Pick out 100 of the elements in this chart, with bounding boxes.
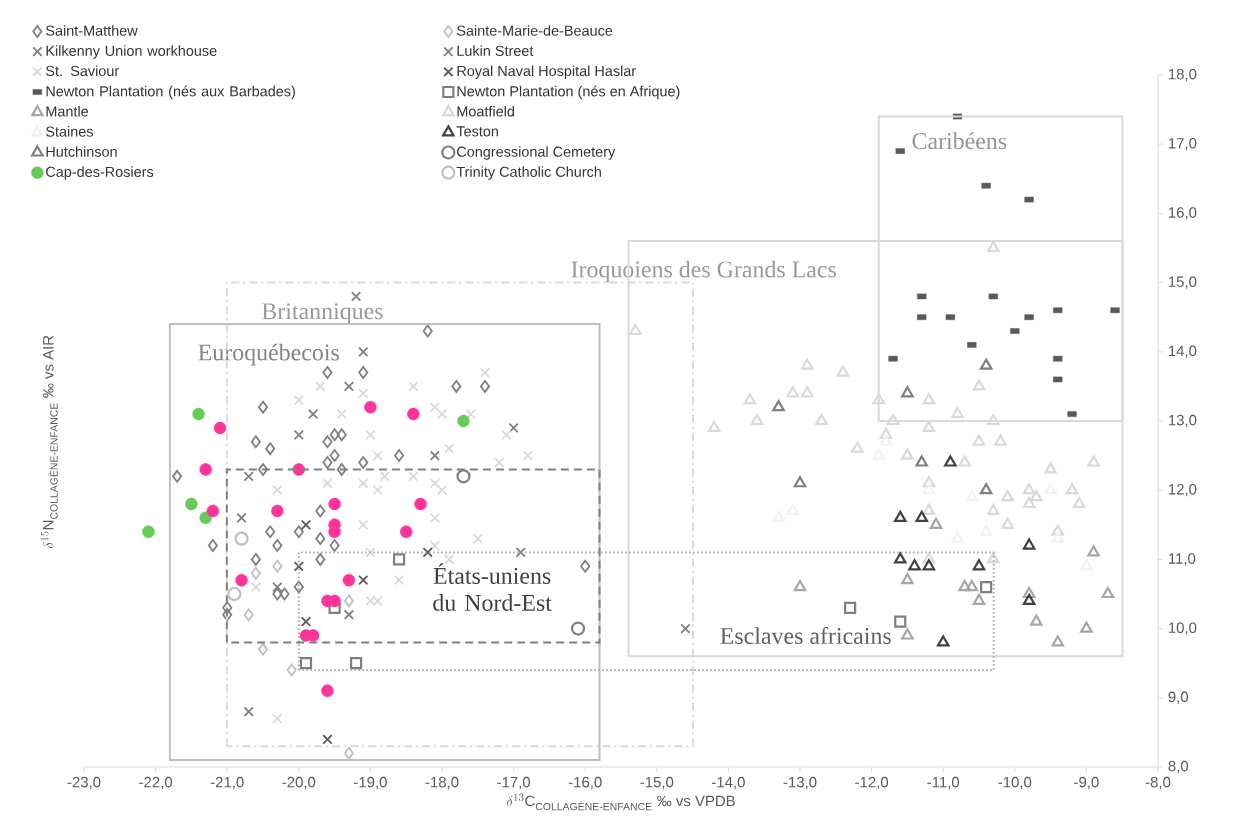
point bbox=[272, 485, 283, 496]
point bbox=[1051, 524, 1065, 536]
point bbox=[922, 393, 936, 405]
point bbox=[680, 623, 691, 634]
point bbox=[1022, 483, 1036, 495]
point bbox=[429, 402, 440, 413]
point bbox=[522, 450, 534, 461]
legend-label: Lukin Street bbox=[457, 45, 534, 56]
legend-label: Cap-des-Rosiers bbox=[46, 166, 154, 180]
legend-label: Teston bbox=[456, 126, 498, 137]
point bbox=[257, 400, 269, 414]
point bbox=[142, 525, 155, 538]
y-axis-title: $\delta^{15}\textrm{N}_{\textrm{COLLAGÈNE-ENFANCE}}\ \textrm{‰ vs AIR}$ bbox=[40, 335, 58, 548]
point bbox=[422, 324, 433, 338]
point bbox=[444, 443, 455, 454]
point bbox=[457, 414, 470, 428]
point bbox=[222, 608, 233, 622]
point bbox=[836, 365, 850, 377]
point bbox=[786, 386, 800, 398]
point bbox=[815, 413, 828, 426]
x-tick-label: -9,0 bbox=[1074, 776, 1099, 790]
point bbox=[1001, 490, 1014, 502]
point bbox=[901, 573, 914, 585]
point bbox=[342, 573, 356, 587]
point bbox=[1051, 531, 1065, 543]
point bbox=[994, 434, 1007, 446]
point bbox=[1087, 455, 1100, 467]
point bbox=[922, 552, 936, 564]
x-tick-label: -10,0 bbox=[998, 776, 1032, 790]
point bbox=[800, 358, 814, 370]
point bbox=[929, 517, 943, 529]
point bbox=[192, 407, 205, 421]
point bbox=[772, 400, 785, 412]
x-tick-label: -13,0 bbox=[783, 776, 817, 790]
point bbox=[372, 450, 383, 461]
x-tick-label: -11,0 bbox=[927, 776, 960, 790]
point bbox=[901, 448, 914, 460]
point bbox=[456, 469, 471, 484]
legend-label: Mantle bbox=[46, 105, 89, 117]
point bbox=[987, 413, 1000, 426]
point bbox=[901, 386, 914, 398]
point bbox=[1110, 307, 1120, 314]
point bbox=[265, 525, 276, 539]
point bbox=[580, 559, 591, 573]
point bbox=[293, 395, 304, 406]
x-tick-label: -19,0 bbox=[354, 776, 387, 790]
point bbox=[329, 449, 340, 462]
point bbox=[227, 586, 242, 602]
point bbox=[315, 532, 326, 546]
point bbox=[293, 525, 304, 539]
point bbox=[213, 421, 227, 435]
point bbox=[793, 476, 807, 488]
point bbox=[199, 463, 212, 476]
point bbox=[570, 621, 586, 636]
point bbox=[429, 540, 440, 551]
annotation: Caribéens bbox=[912, 132, 1007, 150]
point bbox=[322, 435, 333, 449]
legend-label: Newton Plantation (nés en Afrique) bbox=[457, 85, 680, 100]
point bbox=[235, 573, 248, 587]
point bbox=[707, 420, 721, 432]
point bbox=[972, 593, 986, 605]
x-tick-label: -15,0 bbox=[640, 776, 674, 790]
point bbox=[365, 429, 376, 440]
point bbox=[407, 407, 420, 421]
point bbox=[250, 552, 261, 566]
point bbox=[293, 561, 304, 572]
point bbox=[422, 547, 433, 558]
point bbox=[987, 503, 1000, 516]
point bbox=[1029, 490, 1043, 502]
point bbox=[915, 510, 929, 522]
x-tick-label: -18,0 bbox=[425, 776, 459, 790]
point bbox=[408, 471, 419, 482]
point bbox=[1101, 586, 1115, 599]
point bbox=[965, 579, 979, 592]
point bbox=[981, 182, 991, 189]
point bbox=[329, 539, 340, 552]
annotation: Esclaves africains bbox=[720, 626, 891, 645]
point bbox=[286, 663, 297, 677]
point bbox=[250, 435, 261, 449]
point bbox=[343, 746, 354, 760]
point bbox=[358, 575, 369, 586]
point bbox=[494, 457, 505, 468]
point bbox=[951, 406, 964, 419]
point bbox=[987, 552, 1000, 564]
legend-label: St. Saviour bbox=[46, 65, 119, 77]
x-tick-label: -21,0 bbox=[210, 776, 244, 790]
point bbox=[429, 450, 440, 461]
x-tick-label: -14,0 bbox=[712, 776, 745, 790]
point bbox=[922, 476, 936, 488]
point bbox=[328, 601, 341, 614]
point bbox=[872, 393, 886, 405]
point bbox=[508, 422, 519, 434]
point bbox=[800, 386, 814, 398]
x-tick-label: -22,0 bbox=[139, 776, 173, 790]
annotation: Euroquébecois bbox=[198, 343, 339, 366]
point bbox=[358, 456, 369, 469]
y-tick-label: 12,0 bbox=[1168, 484, 1197, 497]
point bbox=[243, 608, 254, 622]
point bbox=[922, 503, 936, 516]
point bbox=[894, 615, 907, 628]
